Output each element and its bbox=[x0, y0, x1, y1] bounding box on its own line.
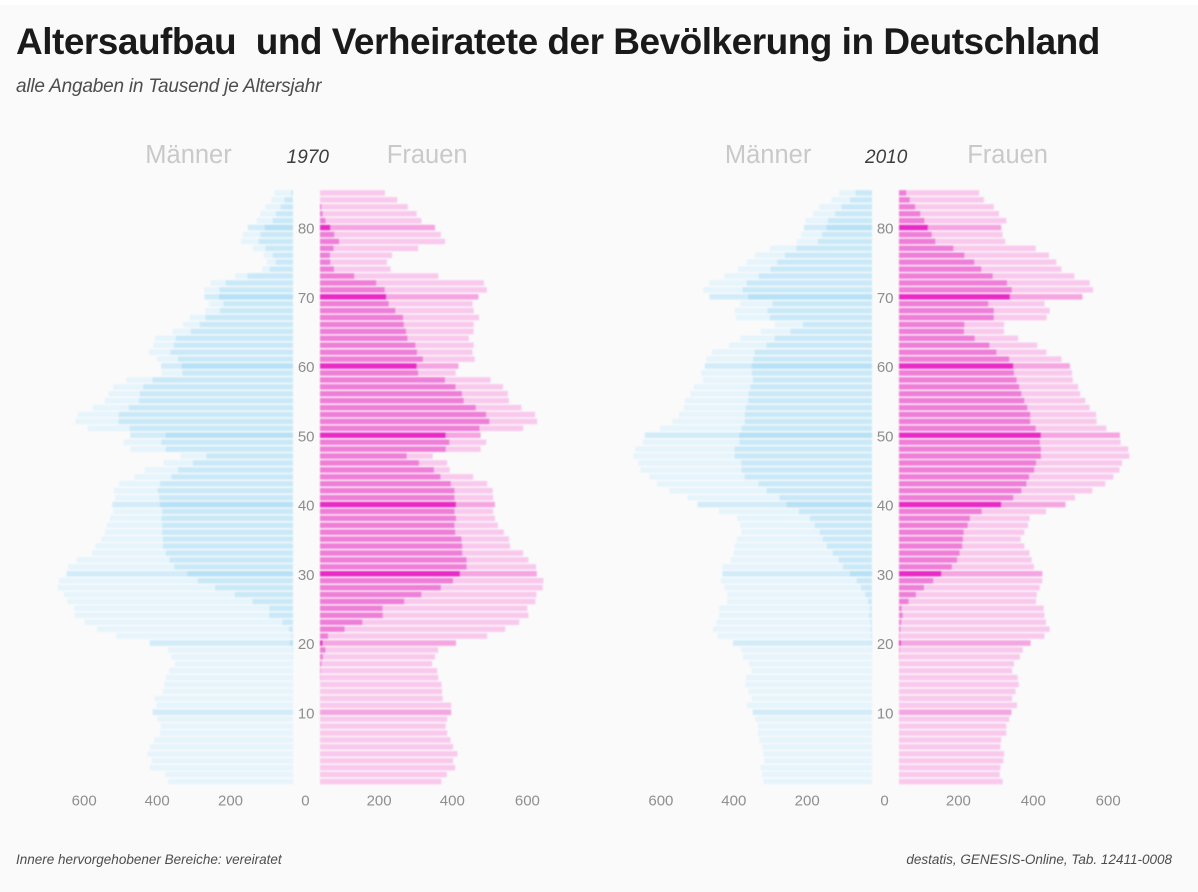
svg-text:Innere hervorgehobener Bereich: Innere hervorgehobener Bereiche: vereira… bbox=[16, 852, 283, 867]
svg-text:30: 30 bbox=[877, 567, 894, 584]
svg-text:600: 600 bbox=[515, 793, 540, 810]
svg-text:200: 200 bbox=[795, 793, 820, 810]
svg-text:30: 30 bbox=[298, 567, 315, 584]
svg-text:200: 200 bbox=[218, 793, 243, 810]
svg-text:70: 70 bbox=[877, 290, 894, 307]
svg-text:destatis, GENESIS-Online, Tab.: destatis, GENESIS-Online, Tab. 12411-000… bbox=[906, 852, 1172, 867]
svg-text:50: 50 bbox=[298, 428, 315, 445]
svg-text:2010: 2010 bbox=[864, 147, 908, 168]
svg-text:200: 200 bbox=[367, 793, 392, 810]
svg-text:alle Angaben in Tausend je Alt: alle Angaben in Tausend je Altersjahr bbox=[16, 76, 322, 97]
svg-text:10: 10 bbox=[877, 705, 894, 722]
svg-text:80: 80 bbox=[298, 221, 315, 238]
svg-text:80: 80 bbox=[877, 221, 894, 238]
svg-text:50: 50 bbox=[877, 428, 894, 445]
svg-text:400: 400 bbox=[721, 793, 746, 810]
svg-text:60: 60 bbox=[298, 359, 315, 376]
svg-text:40: 40 bbox=[298, 498, 315, 515]
svg-text:400: 400 bbox=[440, 793, 465, 810]
svg-text:0: 0 bbox=[301, 793, 309, 810]
svg-text:Männer: Männer bbox=[145, 141, 232, 169]
svg-text:400: 400 bbox=[1021, 793, 1046, 810]
svg-text:20: 20 bbox=[877, 636, 894, 653]
svg-text:70: 70 bbox=[298, 290, 315, 307]
svg-text:1970: 1970 bbox=[287, 147, 330, 168]
svg-text:0: 0 bbox=[880, 793, 888, 810]
svg-text:Frauen: Frauen bbox=[967, 141, 1048, 169]
svg-text:600: 600 bbox=[72, 793, 97, 810]
svg-text:400: 400 bbox=[145, 793, 170, 810]
svg-text:600: 600 bbox=[648, 793, 673, 810]
svg-text:Frauen: Frauen bbox=[387, 141, 468, 169]
svg-text:200: 200 bbox=[946, 793, 971, 810]
svg-text:60: 60 bbox=[877, 359, 894, 376]
svg-text:Altersaufbau und Verheiratete: Altersaufbau und Verheiratete der Bevölk… bbox=[16, 21, 1100, 62]
svg-text:40: 40 bbox=[877, 498, 894, 515]
svg-text:10: 10 bbox=[298, 705, 315, 722]
svg-text:Männer: Männer bbox=[725, 141, 812, 169]
svg-text:20: 20 bbox=[298, 636, 315, 653]
svg-text:600: 600 bbox=[1096, 793, 1121, 810]
